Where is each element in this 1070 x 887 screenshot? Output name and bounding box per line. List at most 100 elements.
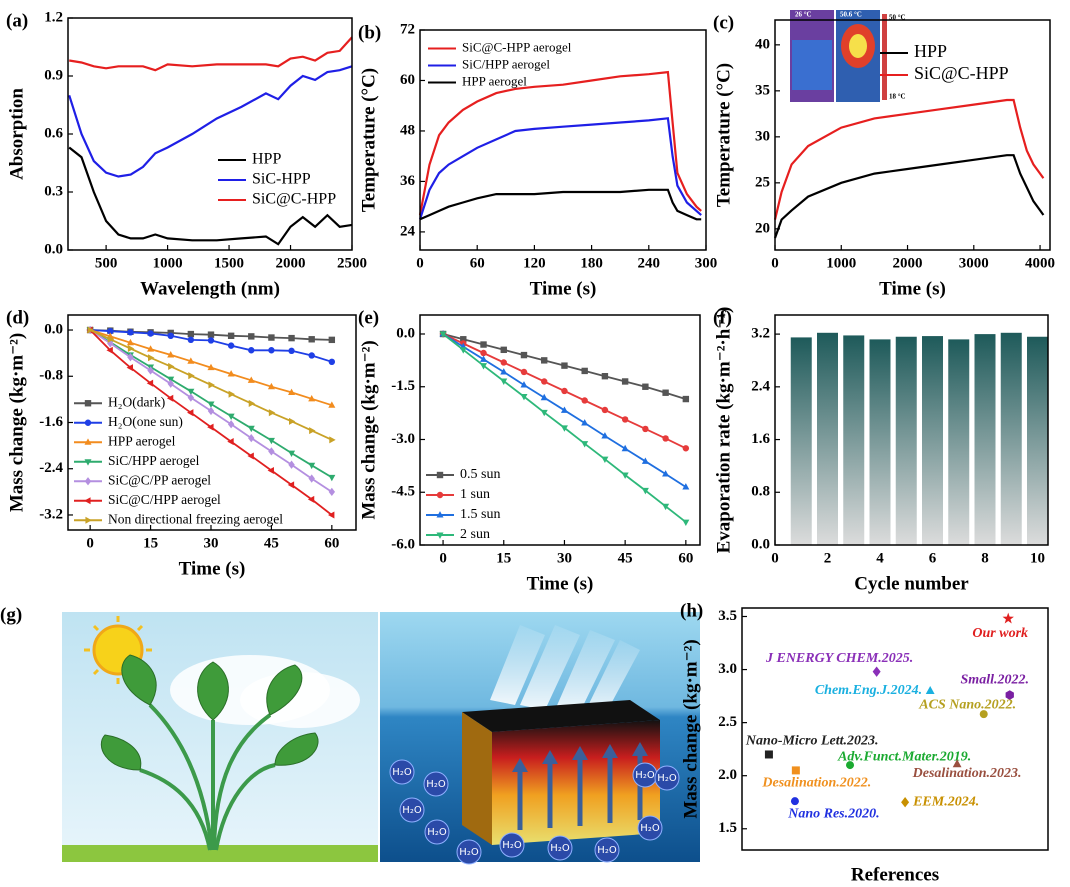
inset-label: 50.6 °C <box>840 11 862 19</box>
y-axis-title: Mass change (kg·m⁻²) <box>6 333 27 512</box>
data-line <box>775 100 1043 220</box>
x-tick-label: 300 <box>695 255 718 271</box>
molecule-label: H₂O <box>402 805 422 816</box>
legend-marker <box>85 400 91 406</box>
legend-label: SiC@C/PP aerogel <box>108 472 211 487</box>
x-tick-label: 2500 <box>337 255 367 271</box>
x-tick-label: 0 <box>771 255 779 271</box>
point-label: Desalination.2022. <box>761 776 871 791</box>
grass <box>62 845 378 862</box>
legend-label: 0.5 sun <box>460 467 500 482</box>
legend-label: H₂O(one sun) <box>108 414 183 429</box>
x-axis-title: Cycle number <box>854 573 969 594</box>
data-line <box>775 155 1043 238</box>
y-tick-label: 24 <box>400 223 416 239</box>
legend-marker <box>437 492 443 498</box>
data-point <box>288 461 294 469</box>
molecule-label: H₂O <box>657 773 677 784</box>
panel-label: (e) <box>358 307 379 328</box>
y-tick-label: 1.6 <box>751 431 770 447</box>
data-point <box>188 331 194 337</box>
y-tick-label: 0.0 <box>396 325 415 341</box>
data-line <box>69 66 352 176</box>
panel-label: (c) <box>713 12 734 33</box>
y-axis-title: Temperature (°C) <box>358 68 379 212</box>
data-point <box>268 447 274 455</box>
x-tick-label: 60 <box>678 550 693 566</box>
x-tick-label: 3000 <box>959 255 989 271</box>
x-tick-label: 0 <box>86 535 94 551</box>
y-tick-label: 2.5 <box>718 714 737 730</box>
data-point <box>308 474 314 482</box>
inset-colorbar <box>882 14 887 100</box>
plot-frame <box>68 18 352 250</box>
data-point <box>480 350 486 356</box>
block-front <box>492 720 660 845</box>
x-tick-label: 60 <box>324 535 339 551</box>
y-axis-title: Mass change (kg·m⁻²) <box>680 639 701 818</box>
x-tick-label: 2000 <box>893 255 923 271</box>
legend-label: SiC/HPP aerogel <box>462 56 550 71</box>
x-axis-title: Time (s) <box>530 278 597 299</box>
panel-label: (g) <box>0 604 22 625</box>
data-point <box>541 357 547 363</box>
x-tick-label: 0 <box>439 550 447 566</box>
y-tick-label: 0.0 <box>44 321 63 337</box>
x-tick-label: 2 <box>824 550 832 566</box>
data-point <box>128 345 134 352</box>
data-point <box>901 797 909 807</box>
point-label: Adv.Funct.Mater.2019. <box>837 749 971 764</box>
bar <box>791 337 812 545</box>
data-point <box>248 333 254 339</box>
data-point <box>229 391 235 398</box>
point-label: Chem.Eng.J.2024. <box>815 683 922 698</box>
y-tick-label: 2.4 <box>751 378 770 394</box>
legend-marker <box>85 517 91 524</box>
figure: (a)0.00.30.60.91.25001000150020002500HPP… <box>0 0 1070 887</box>
data-point <box>288 335 294 341</box>
x-tick-label: 0 <box>416 255 424 271</box>
legend-label: 1 sun <box>460 487 490 502</box>
panel-label: (a) <box>6 10 28 31</box>
y-tick-label: -1.6 <box>39 414 63 430</box>
bar <box>843 335 864 545</box>
bar <box>1027 337 1048 545</box>
x-tick-label: 180 <box>580 255 603 271</box>
data-point <box>148 354 154 361</box>
bar <box>870 339 891 545</box>
bar <box>817 333 838 545</box>
data-point <box>188 372 194 379</box>
y-tick-label: 3.2 <box>751 326 770 342</box>
y-tick-label: 48 <box>400 122 415 138</box>
x-axis-title: Time (s) <box>179 558 246 579</box>
data-point <box>1003 613 1014 624</box>
data-point <box>480 341 486 347</box>
data-point <box>926 686 935 694</box>
point-label: Our work <box>972 626 1028 641</box>
x-axis-title: Wavelength (nm) <box>140 278 280 299</box>
x-tick-label: 120 <box>523 255 546 271</box>
molecule-label: H₂O <box>502 840 522 851</box>
data-line <box>420 190 701 220</box>
y-tick-label: -3.2 <box>39 506 63 522</box>
x-tick-label: 15 <box>143 535 158 551</box>
data-point <box>501 359 507 365</box>
molecule-label: H₂O <box>597 845 617 856</box>
point-label: ACS Nano.2022. <box>918 697 1016 712</box>
data-point <box>329 436 335 443</box>
point-label: Desalination.2023. <box>912 766 1022 781</box>
inset-label: 18 °C <box>889 93 906 101</box>
data-point <box>289 418 295 425</box>
y-tick-label: 0.3 <box>44 183 63 199</box>
y-tick-label: 40 <box>755 36 770 52</box>
data-point <box>642 384 648 390</box>
legend-marker <box>85 477 91 485</box>
data-point <box>268 334 274 340</box>
x-tick-label: 6 <box>929 550 937 566</box>
x-tick-label: 45 <box>618 550 633 566</box>
panel-label: (h) <box>680 600 703 621</box>
molecule-label: H₂O <box>426 779 446 790</box>
molecule-label: H₂O <box>640 823 660 834</box>
data-point <box>228 420 234 428</box>
legend-label: 1.5 sun <box>460 507 500 522</box>
